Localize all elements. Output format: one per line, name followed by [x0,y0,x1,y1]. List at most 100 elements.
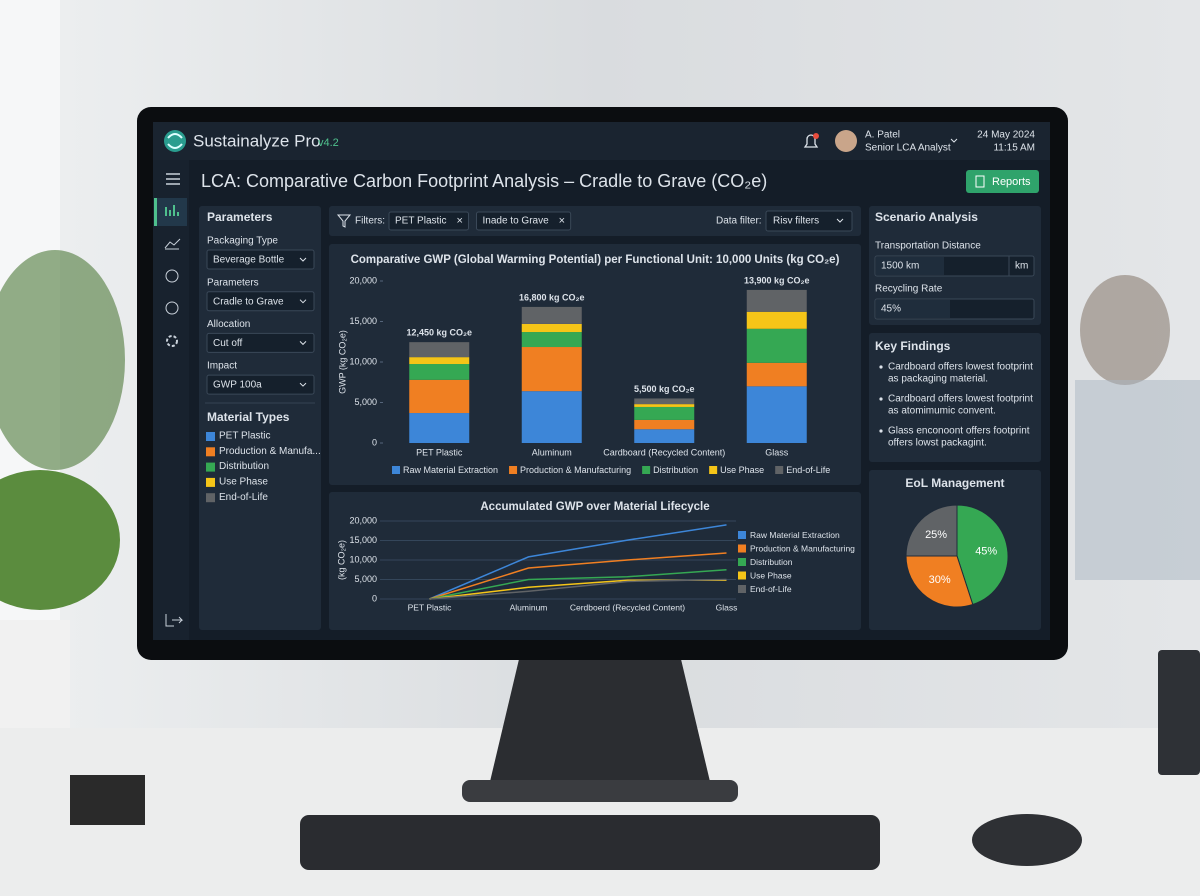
input-fill [876,300,950,318]
legend-item: Production & Manufa... [219,446,321,457]
bar-segment [409,379,470,414]
legend-label: Raw Material Extraction [750,530,840,540]
nav-clock-icon[interactable] [165,301,179,315]
monitor-base [462,780,738,802]
chart-title: Accumulated GWP over Material Lifecycle [480,501,709,513]
finding-text: Cardboard offers lowest footprint [888,362,1033,373]
bar-segment [634,406,695,420]
person [1080,275,1170,385]
bar-segment [409,413,470,443]
material-types-title: Material Types [207,410,290,424]
select[interactable] [206,291,315,312]
data-filter-label: Data filter: [716,216,762,227]
legend-swatch [206,462,215,472]
line-series [429,524,727,600]
nav-active-marker [154,198,157,226]
line-series [429,569,727,600]
logout-icon[interactable] [165,614,184,627]
legend-swatch [738,571,746,580]
nav-chart-icon[interactable] [165,205,179,216]
y-tick-label: 15,000 [349,316,377,326]
legend-label: Raw Material Extraction [403,465,498,475]
chart-title: Comparative GWP (Global Warming Potentia… [351,254,840,266]
mouse [972,814,1082,866]
keyboard [300,815,880,870]
chip-close: × [457,215,463,227]
chevron [299,341,307,346]
y-tick-label: 0 [372,593,377,603]
bar-segment [634,429,695,443]
y-tick-label: 15,000 [349,535,377,545]
user-name: A. Patel [865,130,900,141]
filter-icon [336,214,352,228]
menu-icon[interactable] [166,173,180,185]
bar-segment [521,347,582,392]
legend-label: Distribution [750,557,793,567]
filter-chip-label: Inade to Grave [483,216,550,227]
legend-swatch [738,544,746,553]
input-value: 45% [881,304,901,315]
reports-icon [975,175,985,188]
pot [0,620,70,740]
nav-trend-icon[interactable] [164,238,181,250]
line-series [429,578,727,600]
pie-label: 30% [929,574,951,586]
y-axis-label: (kg CO₂e) [336,540,346,580]
notification-dot [813,133,819,139]
bar-segment [746,362,807,387]
x-tick-label: Aluminum [532,447,572,457]
filter-chip[interactable] [388,211,469,231]
input-value: 1500 km [881,261,919,272]
legend-label: End-of-Life [786,465,830,475]
nav-settings-icon[interactable] [166,335,178,347]
select[interactable] [206,249,315,270]
user-menu-chevron[interactable] [950,138,958,143]
bullet [879,429,883,433]
y-tick-label: 5,000 [354,397,377,407]
select-value: GWP 100a [213,380,262,391]
chevron [299,299,307,304]
nav-rail [153,160,189,640]
parameters-panel [199,206,321,630]
notification-bell[interactable] [803,134,819,148]
avatar[interactable] [835,130,857,152]
legend-swatch [509,466,518,474]
bar-total-label: 16,800 kg CO₂e [519,292,585,302]
legend-swatch [392,466,400,474]
monitor-stand [488,655,712,790]
filter-chip-label: PET Plastic [395,216,447,227]
field-label: Impact [207,361,237,372]
scenario-title: Scenario Analysis [875,210,978,224]
legend-item: PET Plastic [219,431,271,442]
input-fill [876,257,944,275]
line-series [429,552,727,600]
finding-text: as atomimumic convent. [888,406,996,417]
pie-slice [905,504,958,557]
nav-pie-icon[interactable] [165,269,179,283]
bar-segment [746,328,807,363]
bar-segment [746,311,807,329]
pen-cup [1158,650,1200,775]
input-unit: km [1015,261,1028,272]
field-label: Allocation [207,319,250,330]
select[interactable] [206,374,315,395]
notebook [70,775,145,825]
legend-swatch [738,558,746,566]
field-label: Parameters [207,277,259,288]
select[interactable] [206,332,315,353]
bar-total-label: 13,900 kg CO₂e [744,275,810,285]
data-filter-select[interactable] [765,210,853,232]
bar-segment [746,289,807,312]
select-value: Beverage Bottle [213,255,285,266]
pie-label: 45% [975,545,997,557]
user-role: Senior LCA Analyst [865,143,951,154]
finding-text: Cardboard offers lowest footprint [888,394,1033,405]
finding-text: Glass enconoont offers footprint [888,426,1030,437]
bar-segment [521,391,582,443]
filter-chip[interactable] [476,211,572,231]
chevron [836,218,844,223]
legend-swatch [775,466,784,474]
bar-segment [634,404,695,407]
reports-label: Reports [992,176,1031,188]
y-tick-label: 20,000 [349,515,377,525]
